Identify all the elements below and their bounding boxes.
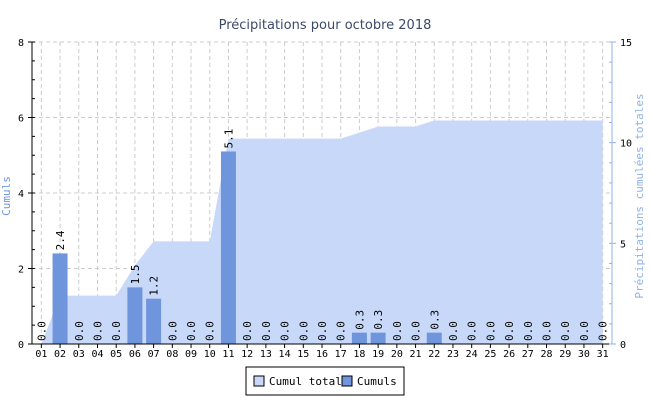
bar-19 <box>370 332 386 344</box>
area-layer <box>32 120 603 345</box>
y-tick-label: 2 <box>18 265 24 276</box>
data-label: 0.0 <box>166 321 179 341</box>
x-tick-label: 19 <box>372 349 384 360</box>
data-label: 0.0 <box>35 321 48 341</box>
x-tick-label: 05 <box>110 349 122 360</box>
data-label: 0.0 <box>73 321 86 341</box>
legend-swatch-cumul-total <box>253 375 265 387</box>
x-tick-label: 13 <box>260 349 272 360</box>
y2-tick-label: 0 <box>620 340 626 351</box>
chart-title: Précipitations pour octobre 2018 <box>219 18 432 33</box>
bar-22 <box>426 332 442 344</box>
x-tick-label: 30 <box>578 349 590 360</box>
data-label: 0.0 <box>597 321 610 341</box>
legend: Cumul total Cumuls <box>245 366 405 396</box>
bar-18 <box>351 332 367 344</box>
x-tick-label: 01 <box>35 349 47 360</box>
data-label: 5.1 <box>222 129 235 149</box>
data-label: 1.2 <box>148 276 161 296</box>
data-label: 1.5 <box>129 265 142 285</box>
data-label: 0.0 <box>578 321 591 341</box>
legend-label-cumuls: Cumuls <box>357 375 397 388</box>
data-label: 0.0 <box>391 321 404 341</box>
x-tick-label: 03 <box>73 349 85 360</box>
x-tick-label: 08 <box>166 349 178 360</box>
bar-layer <box>52 151 442 344</box>
data-label: 0.0 <box>522 321 535 341</box>
y-tick-label: 8 <box>18 38 24 49</box>
data-label: 0.0 <box>559 321 572 341</box>
x-tick-label: 29 <box>559 349 571 360</box>
data-label: 0.0 <box>279 321 292 341</box>
x-tick-label: 06 <box>129 349 141 360</box>
data-label: 0.0 <box>466 321 479 341</box>
x-tick-label: 18 <box>353 349 365 360</box>
x-tick-label: 31 <box>597 349 609 360</box>
x-tick-label: 24 <box>466 349 478 360</box>
x-tick-label: 07 <box>148 349 160 360</box>
x-tick-label: 14 <box>279 349 291 360</box>
data-label: 0.0 <box>503 321 516 341</box>
data-label: 0.0 <box>204 321 217 341</box>
data-label: 0.0 <box>241 321 254 341</box>
x-tick-label: 17 <box>335 349 347 360</box>
x-tick-label: 12 <box>241 349 253 360</box>
y2-axis-title: Précipitations cumulées totales <box>633 93 646 298</box>
data-label: 0.3 <box>428 310 441 330</box>
legend-box <box>245 366 405 396</box>
x-tick-label: 10 <box>204 349 216 360</box>
y-tick-label: 0 <box>18 340 24 351</box>
x-tick-label: 15 <box>297 349 309 360</box>
bar-06 <box>127 287 143 344</box>
x-tick-label: 22 <box>428 349 440 360</box>
data-label: 0.0 <box>541 321 554 341</box>
data-label: 0.3 <box>372 310 385 330</box>
legend-label-cumul-total: Cumul total <box>269 375 342 388</box>
legend-swatch-cumuls <box>341 375 353 387</box>
data-label: 0.0 <box>110 321 123 341</box>
bar-11 <box>220 151 236 344</box>
y-tick-label: 4 <box>18 189 24 200</box>
data-label: 0.0 <box>297 321 310 341</box>
x-tick-label: 04 <box>91 349 103 360</box>
data-label: 0.0 <box>260 321 273 341</box>
x-tick-label: 27 <box>522 349 534 360</box>
data-label: 0.0 <box>484 321 497 341</box>
y2-tick-label: 15 <box>620 38 632 49</box>
y-axis-title: Cumuls <box>0 176 13 216</box>
x-tick-label: 09 <box>185 349 197 360</box>
data-labels: 0.0 2.4 0.0 0.0 0.0 1.5 1.2 0.0 0.0 0.0 5.1 0.0 0.0 0… <box>35 129 609 341</box>
x-tick-label: 16 <box>316 349 328 360</box>
y2-tick-label: 10 <box>620 139 632 150</box>
y-tick-label: 6 <box>18 114 24 125</box>
y2-tick-label: 5 <box>620 239 626 250</box>
x-tick-label: 25 <box>484 349 496 360</box>
x-tick-label: 02 <box>54 349 66 360</box>
bar-07 <box>146 298 162 344</box>
data-label: 0.0 <box>91 321 104 341</box>
data-label: 0.0 <box>185 321 198 341</box>
data-label: 0.0 <box>447 321 460 341</box>
area-cumul-total <box>32 120 603 345</box>
x-tick-label: 20 <box>391 349 403 360</box>
data-label: 0.0 <box>335 321 348 341</box>
x-tick-label: 28 <box>540 349 552 360</box>
data-label: 0.0 <box>410 321 423 341</box>
bar-02 <box>52 253 68 344</box>
x-tick-label: 11 <box>222 349 234 360</box>
data-label: 0.3 <box>353 310 366 330</box>
data-label: 2.4 <box>54 230 67 250</box>
data-label: 0.0 <box>316 321 329 341</box>
x-tick-label: 26 <box>503 349 515 360</box>
x-tick-label: 21 <box>410 349 422 360</box>
x-tick-label: 23 <box>447 349 459 360</box>
